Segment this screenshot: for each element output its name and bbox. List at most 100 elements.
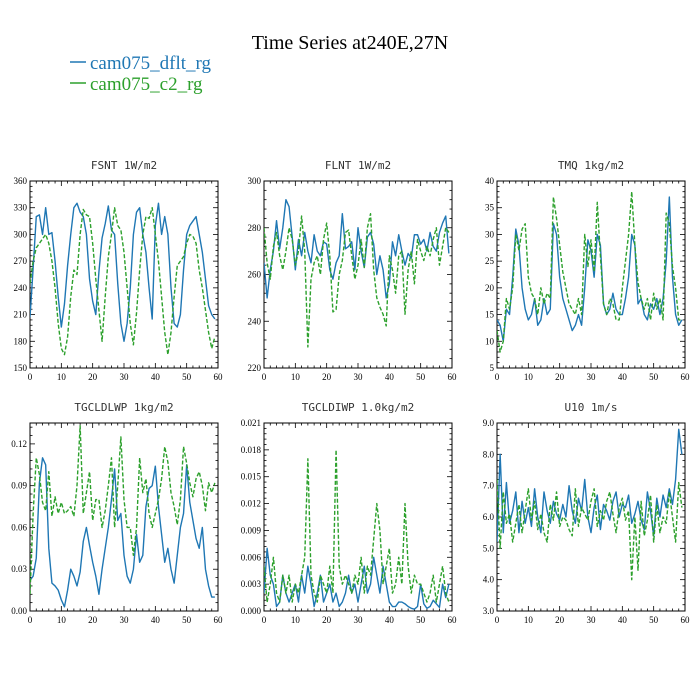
- y-tick-label: 0.03: [11, 564, 27, 574]
- series-line-c2: [264, 449, 450, 603]
- x-tick-label: 40: [385, 615, 395, 625]
- y-tick-label: 25: [485, 256, 495, 266]
- y-tick-label: 180: [14, 336, 28, 346]
- panel-3: TMQ 1kg/m2 0 10 20 30 40 50 60 5 10 15 20 25 30 35 40: [485, 159, 690, 382]
- panel-title: FLNT 1W/m2: [325, 159, 391, 172]
- panels: FSNT 1W/m20 10 20 30 40 50 6015018021024027030…: [11, 159, 690, 625]
- x-tick-label: 40: [618, 372, 628, 382]
- y-tick-label: 150: [14, 363, 28, 373]
- y-tick-label: 5.0: [483, 543, 495, 553]
- y-tick-label: 35: [485, 203, 495, 213]
- y-tick-label: 280: [248, 223, 262, 233]
- plot-frame: [496, 422, 686, 612]
- y-tick-label: 0.003: [241, 579, 262, 589]
- x-tick-label: 60: [214, 615, 224, 625]
- y-tick-label: 40: [485, 176, 495, 186]
- y-tick-label: 7.0: [483, 481, 495, 491]
- y-tick-label: 20: [485, 283, 495, 293]
- x-tick-label: 40: [385, 372, 395, 382]
- plot-frame: [496, 180, 686, 369]
- y-tick-label: 0.018: [241, 445, 262, 455]
- x-tick-label: 30: [587, 372, 597, 382]
- x-tick-label: 60: [214, 372, 224, 382]
- x-tick-label: 20: [555, 372, 565, 382]
- series-line-c2: [30, 207, 216, 356]
- panel-4: TGCLDLWP 1kg/m2 0 10 20 30 40 50 60 0.00 0.03 0.06…: [11, 401, 223, 625]
- legend: cam075_dflt_rg cam075_c2_rg: [70, 53, 212, 95]
- y-tick-label: 15: [485, 310, 495, 320]
- y-tick-label: 3.0: [483, 606, 495, 616]
- series-line-dflt: [497, 428, 683, 543]
- panel-title: FSNT 1W/m2: [91, 159, 157, 172]
- panel-title: TMQ 1kg/m2: [558, 159, 624, 172]
- x-tick-label: 10: [57, 615, 67, 625]
- x-tick-label: 0: [28, 372, 33, 382]
- y-tick-label: 0.021: [241, 418, 261, 428]
- x-tick-label: 60: [681, 372, 691, 382]
- plot-frame: [263, 180, 453, 369]
- x-tick-label: 0: [495, 372, 500, 382]
- x-tick-label: 20: [322, 372, 332, 382]
- x-tick-label: 20: [322, 615, 332, 625]
- x-tick-label: 10: [291, 615, 301, 625]
- x-tick-label: 10: [291, 372, 301, 382]
- x-tick-label: 0: [262, 372, 267, 382]
- y-tick-label: 220: [248, 363, 262, 373]
- series-line-dflt: [264, 198, 450, 299]
- x-tick-label: 50: [649, 372, 659, 382]
- y-tick-label: 0.06: [11, 522, 27, 532]
- x-tick-label: 60: [448, 615, 458, 625]
- x-tick-label: 30: [120, 372, 130, 382]
- x-tick-label: 0: [262, 615, 267, 625]
- y-tick-label: 0.09: [11, 481, 27, 491]
- y-tick-label: 240: [248, 316, 262, 326]
- y-tick-label: 300: [14, 229, 28, 239]
- y-tick-label: 240: [14, 283, 28, 293]
- x-tick-label: 40: [618, 615, 628, 625]
- series-line-dflt: [497, 196, 683, 342]
- x-tick-label: 30: [354, 615, 364, 625]
- x-tick-label: 0: [28, 615, 33, 625]
- panel-title: TGCLDIWP 1.0kg/m2: [302, 401, 415, 414]
- legend-label-series2: cam075_c2_rg: [90, 74, 203, 95]
- x-tick-label: 10: [524, 372, 534, 382]
- y-tick-label: 0.12: [11, 439, 27, 449]
- y-tick-label: 8.0: [483, 449, 495, 459]
- x-tick-label: 50: [416, 372, 426, 382]
- panel-title: TGCLDLWP 1kg/m2: [74, 401, 173, 414]
- x-tick-label: 10: [524, 615, 534, 625]
- panel-6: U10 1m/s 0 10 20 30 40 50 60 3.0 4.0 5.0 6.0 7.0 8.0 9…: [483, 401, 690, 625]
- y-tick-label: 4.0: [483, 575, 495, 585]
- x-tick-label: 50: [182, 615, 192, 625]
- y-tick-label: 300: [248, 176, 262, 186]
- panel-5: TGCLDIWP 1.0kg/m2 0 10 20 30 40 50 60 0.000 0.003…: [241, 401, 457, 625]
- x-tick-label: 60: [681, 615, 691, 625]
- plot-frame: [29, 422, 219, 612]
- y-tick-label: 5: [490, 363, 495, 373]
- x-tick-label: 50: [416, 615, 426, 625]
- y-tick-label: 6.0: [483, 512, 495, 522]
- series-line-c2: [30, 425, 216, 595]
- series-line-dflt: [30, 457, 215, 608]
- x-tick-label: 0: [495, 615, 500, 625]
- y-tick-label: 9.0: [483, 418, 495, 428]
- y-tick-label: 330: [14, 203, 28, 213]
- legend-label-series1: cam075_dflt_rg: [90, 53, 212, 74]
- x-tick-label: 10: [57, 372, 67, 382]
- x-tick-label: 20: [88, 615, 98, 625]
- y-tick-label: 0.012: [241, 499, 261, 509]
- x-tick-label: 50: [649, 615, 659, 625]
- y-tick-label: 210: [14, 310, 28, 320]
- y-tick-label: 10: [485, 336, 495, 346]
- y-tick-label: 260: [248, 270, 262, 280]
- series-line-c2: [497, 190, 682, 353]
- x-tick-label: 20: [555, 615, 565, 625]
- panel-title: U10 1m/s: [565, 401, 618, 414]
- y-tick-label: 0.00: [11, 606, 27, 616]
- y-tick-label: 360: [14, 176, 28, 186]
- x-tick-label: 30: [354, 372, 364, 382]
- y-tick-label: 270: [14, 256, 28, 266]
- y-tick-label: 30: [485, 229, 495, 239]
- x-tick-label: 40: [151, 615, 161, 625]
- y-tick-label: 0.006: [241, 552, 262, 562]
